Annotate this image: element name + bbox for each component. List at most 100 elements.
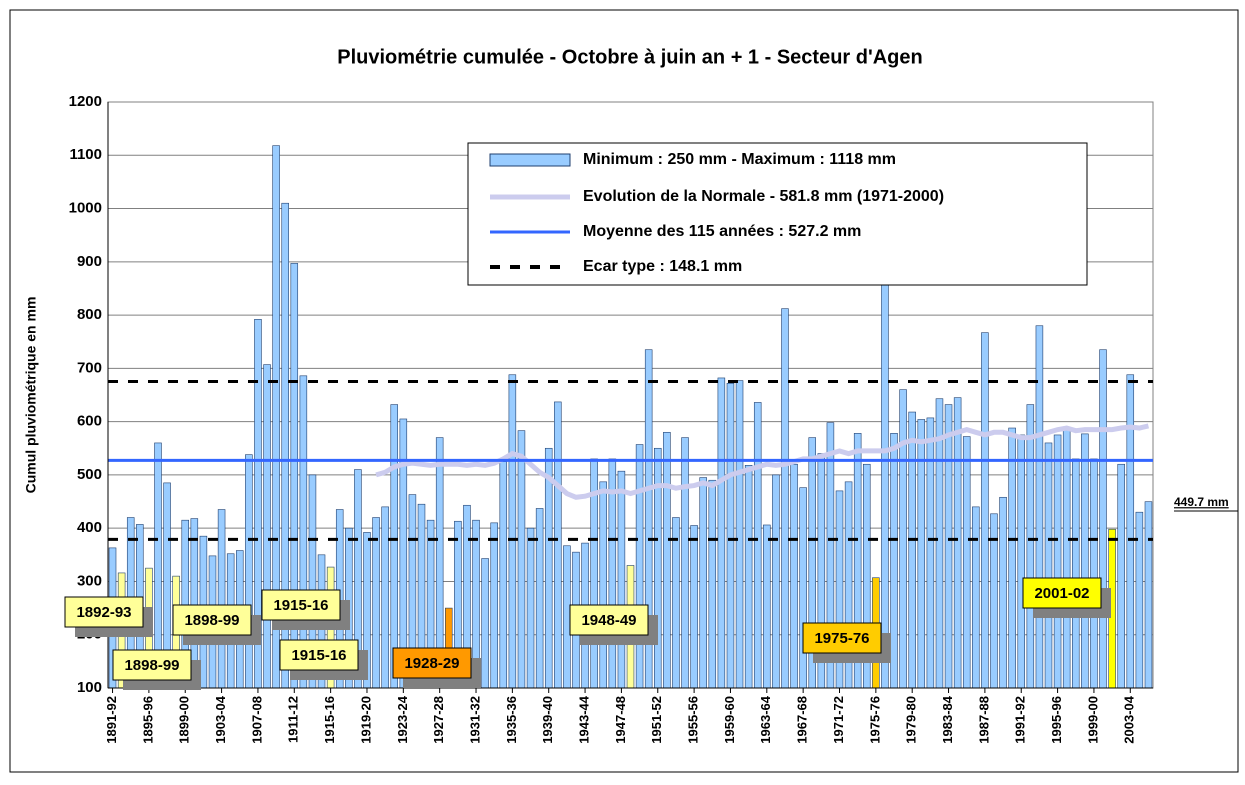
x-tick-label: 1987-88: [976, 696, 991, 744]
x-tick-label: 1999-00: [1085, 696, 1100, 744]
bar: [1017, 434, 1025, 689]
bar: [763, 524, 771, 689]
bar: [1072, 458, 1080, 689]
bar: [881, 277, 889, 689]
y-tick-label: 800: [77, 306, 102, 323]
x-tick-label: 1907-08: [249, 696, 264, 744]
y-tick-label: 900: [77, 253, 102, 270]
bar: [390, 404, 398, 689]
legend-label: Ecar type : 148.1 mm: [583, 258, 742, 275]
annotation-text: 1898-99: [184, 612, 239, 629]
bar: [617, 470, 626, 689]
bar: [962, 436, 971, 689]
annotation-box: [279, 639, 359, 671]
y-tick-label: 1200: [69, 93, 102, 110]
annotation-text: 1975-76: [814, 630, 869, 647]
x-tick-label: 1975-76: [867, 696, 882, 744]
bar: [726, 382, 735, 689]
bar: [245, 454, 253, 689]
bar: [890, 433, 898, 689]
y-tick-label: 600: [77, 413, 102, 430]
x-tick-label: 1967-68: [795, 696, 810, 744]
annotation-box: [392, 647, 472, 679]
bar: [372, 517, 380, 689]
bar: [217, 509, 226, 689]
bar: [554, 401, 562, 689]
bar: [772, 474, 780, 689]
x-tick-label: 1955-56: [686, 696, 701, 744]
y-tick-label: 700: [77, 359, 102, 376]
x-tick-label: 1891-92: [104, 696, 119, 744]
x-tick-label: 1927-28: [431, 696, 446, 744]
annotation-box: [112, 649, 192, 681]
x-tick-label: 1899-00: [177, 696, 192, 744]
annotation-text: 1948-49: [581, 612, 636, 629]
x-tick-label: 1951-52: [649, 696, 664, 744]
bar: [481, 558, 489, 689]
bar: [699, 477, 707, 689]
y-tick-label: 1000: [69, 200, 102, 217]
bar: [944, 404, 953, 689]
bar: [735, 380, 744, 689]
y-tick-label: 300: [77, 572, 102, 589]
bar: [935, 398, 944, 689]
y-tick-label: 500: [77, 466, 102, 483]
legend-label: Evolution de la Normale - 581.8 mm (1971…: [583, 188, 944, 205]
annotation-text: 2001-02: [1034, 585, 1089, 602]
bar: [953, 397, 962, 689]
bar: [690, 525, 698, 689]
annotation-box: [172, 604, 252, 636]
legend-label: Minimum : 250 mm - Maximum : 1118 mm: [583, 151, 896, 168]
annotation-text: 1915-16: [291, 647, 346, 664]
bar: [1026, 404, 1035, 689]
legend-swatch: [489, 153, 571, 167]
x-tick-label: 1983-84: [940, 695, 955, 743]
bar: [753, 402, 762, 689]
bar: [635, 444, 644, 689]
bar: [1144, 501, 1153, 689]
bar: [1117, 463, 1125, 689]
bar: [1126, 374, 1135, 689]
bar: [1090, 458, 1098, 689]
bar: [499, 461, 508, 689]
bar: [744, 465, 753, 689]
x-tick-label: 1935-36: [504, 696, 519, 744]
bar: [1044, 442, 1053, 689]
bar: [1008, 427, 1016, 689]
bar: [535, 508, 544, 689]
bar: [790, 463, 798, 689]
bar: [1053, 434, 1062, 689]
bar: [599, 481, 607, 689]
bar: [1099, 349, 1107, 689]
annotation-text: 1898-99: [124, 657, 179, 674]
bar: [899, 389, 907, 689]
annotation-box: [1022, 577, 1102, 609]
bar: [908, 411, 916, 689]
annotation-text: 1915-16: [273, 597, 328, 614]
bar: [508, 374, 517, 689]
bar: [681, 437, 689, 689]
y-tick-label: 1100: [69, 146, 102, 163]
annotation-box: [569, 604, 649, 636]
bar: [490, 522, 498, 689]
bar: [381, 506, 389, 689]
x-tick-label: 1919-20: [358, 696, 373, 744]
bar: [972, 506, 980, 689]
bar: [981, 332, 989, 689]
x-tick-label: 2003-04: [1122, 695, 1137, 743]
x-tick-label: 1903-04: [213, 695, 228, 743]
x-tick-label: 1931-32: [467, 696, 482, 744]
legend-label: Moyenne des 115 années : 527.2 mm: [583, 223, 861, 240]
x-tick-label: 1971-72: [831, 696, 846, 744]
y-axis-label: Cumul pluviométrique en mm: [23, 297, 39, 494]
y-tick-label: 400: [77, 519, 102, 536]
bar: [563, 545, 571, 689]
bar: [781, 308, 789, 689]
bar: [544, 447, 553, 689]
x-tick-label: 1979-80: [904, 696, 919, 744]
bar: [717, 377, 726, 689]
x-tick-label: 1911-12: [286, 696, 301, 743]
bar: [663, 431, 671, 689]
bar: [999, 496, 1007, 689]
